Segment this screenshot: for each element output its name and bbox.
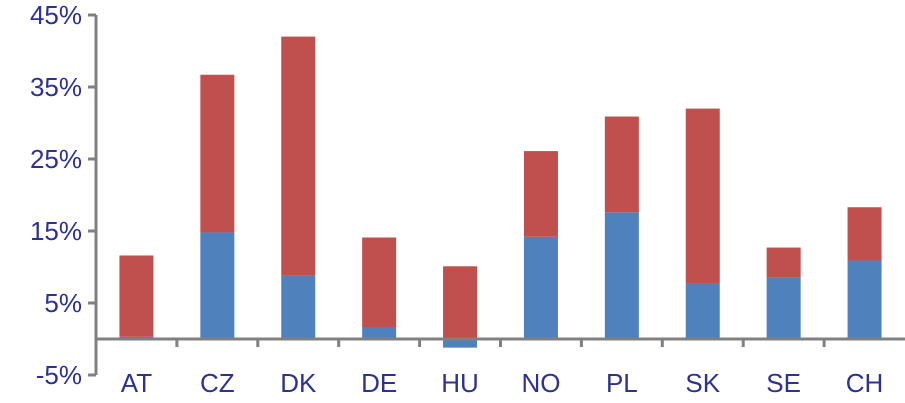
bar-se-series-1 [766,277,801,339]
y-tick-label: -5% [36,360,82,390]
bar-hu-series-1 [443,339,478,348]
bar-pl-series-1 [604,212,639,339]
x-category-label: CH [846,368,884,398]
x-category-label: DK [280,368,317,398]
bar-se-series-2 [766,247,801,278]
bar-cz-series-1 [200,232,235,339]
bars-group [119,36,882,348]
x-category-label: PL [606,368,638,398]
bar-sk-series-2 [685,108,720,284]
bar-ch-series-1 [847,260,882,339]
x-category-label: AT [121,368,152,398]
bar-at-series-2 [119,255,154,337]
bar-no-series-2 [523,151,558,237]
bar-ch-series-2 [847,207,882,261]
x-category-label: NO [521,368,560,398]
bar-dk-series-1 [281,275,316,339]
bar-de-series-1 [362,327,397,339]
y-tick-label: 35% [30,72,82,102]
x-category-label: SK [685,368,720,398]
y-tick-label: 45% [30,0,82,30]
x-axis-ticks: AT CZ DK DE HU NO PL SK SE CH [121,339,884,398]
y-tick-label: 25% [30,144,82,174]
bar-dk-series-2 [281,36,316,276]
x-category-label: SE [766,368,801,398]
bar-sk-series-1 [685,283,720,339]
bar-cz-series-2 [200,74,235,233]
x-category-label: CZ [200,368,235,398]
x-category-label: HU [441,368,479,398]
y-tick-label: 5% [44,288,82,318]
x-category-label: DE [361,368,397,398]
bar-hu-series-2 [443,266,478,339]
bar-pl-series-2 [604,116,639,213]
bar-de-series-2 [362,237,397,328]
bar-no-series-1 [523,236,558,339]
y-axis-ticks: -5% 5% 15% 25% 35% 45% [30,0,96,390]
y-tick-label: 15% [30,216,82,246]
